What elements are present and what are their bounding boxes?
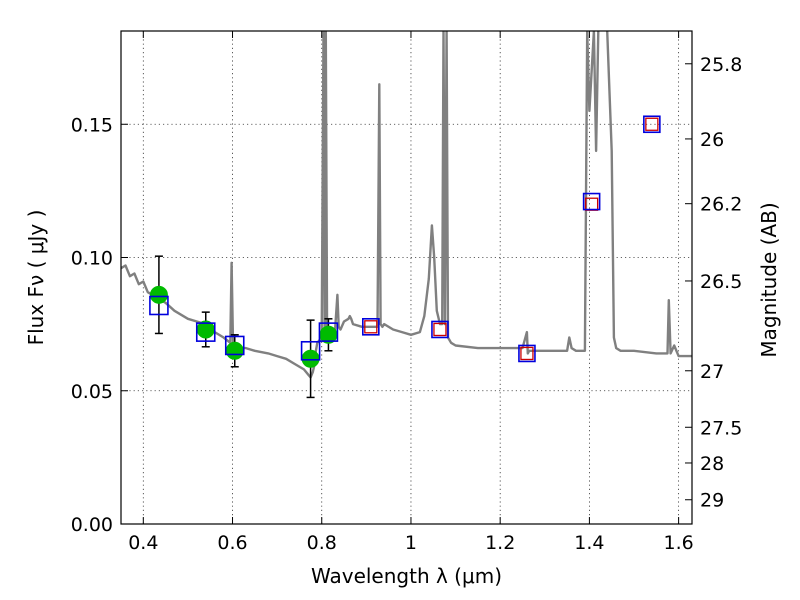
y-axis-label: Flux Fν ( μJy )	[24, 210, 48, 346]
observed-photometry-point	[225, 341, 244, 360]
model-photometry-marker	[643, 115, 661, 134]
x-tick-label: 1.6	[664, 532, 694, 554]
y2-tick-label: 29	[700, 490, 724, 512]
x-tick-label: 1	[405, 532, 417, 554]
y2-tick-label: 28	[700, 453, 724, 475]
predicted-photometry-marker	[520, 346, 534, 361]
observed-photometry-point	[149, 285, 168, 304]
x-tick-label: 0.8	[307, 532, 337, 554]
x-tick-label: 0.6	[217, 532, 247, 554]
model-photometry-marker	[300, 340, 321, 361]
axis-ticks: 0.4 0.6 0.8 1 1.2 1.4 1.6 0.00 0.05 0.10 0.15 25.8 2…	[71, 31, 742, 554]
predicted-photometry-marker	[645, 117, 659, 131]
y2-tick-label: 26	[700, 129, 724, 151]
model-photometry-marker	[362, 317, 380, 336]
model-photometry-marker	[224, 335, 245, 356]
grid-lines	[121, 31, 692, 525]
observed-photometry-point	[301, 349, 320, 368]
model-photometry-marker	[518, 344, 536, 363]
predicted-photometry-marker	[584, 197, 599, 211]
model-photometry-marker	[149, 295, 169, 316]
photometry-points	[149, 115, 661, 399]
x-axis-label: Wavelength λ (μm)	[311, 564, 502, 588]
y-tick-label: 0.00	[71, 514, 113, 536]
y-tick-label: 0.05	[71, 381, 113, 403]
y2-tick-label: 26.2	[700, 194, 742, 216]
model-photometry-marker	[431, 320, 449, 339]
model-photometry-marker	[582, 192, 601, 211]
y2-tick-label: 27	[700, 361, 724, 383]
model-photometry-marker	[318, 322, 339, 342]
y2-axis-label: Magnitude (AB)	[757, 202, 781, 357]
y-tick-label: 0.10	[71, 248, 113, 270]
y2-tick-label: 26.5	[700, 271, 742, 293]
y-tick-label: 0.15	[71, 114, 113, 136]
x-tick-label: 0.4	[128, 532, 158, 554]
predicted-photometry-marker	[433, 322, 447, 337]
predicted-photometry-marker	[364, 320, 378, 334]
model-photometry-marker	[195, 322, 216, 342]
plot-frame	[120, 30, 693, 525]
y2-tick-label: 27.5	[700, 417, 742, 439]
model-spectrum-line	[121, 31, 692, 379]
model-spectrum	[121, 31, 692, 379]
x-tick-label: 1.4	[574, 532, 604, 554]
x-tick-label: 1.2	[485, 532, 515, 554]
y2-tick-label: 25.8	[700, 54, 742, 76]
